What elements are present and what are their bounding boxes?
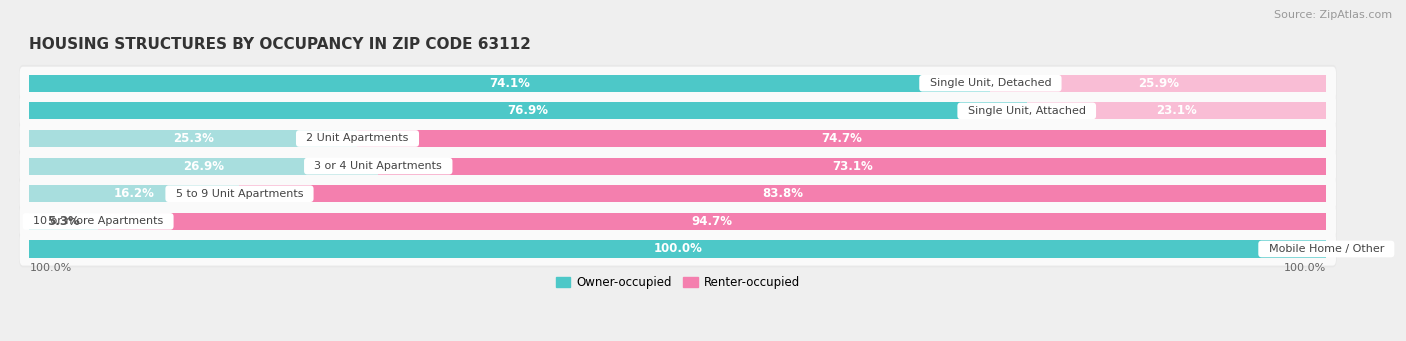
Bar [357,130,1326,147]
Bar [30,130,357,147]
Text: 74.1%: 74.1% [489,77,530,90]
Bar [239,185,1326,202]
Bar [30,75,990,92]
Text: 10 or more Apartments: 10 or more Apartments [25,216,170,226]
FancyBboxPatch shape [20,120,1337,157]
Bar [30,240,1326,257]
Text: 16.2%: 16.2% [114,187,155,200]
Text: 23.1%: 23.1% [1156,104,1197,117]
FancyBboxPatch shape [20,233,1336,266]
FancyBboxPatch shape [20,175,1337,212]
Text: 73.1%: 73.1% [832,160,873,173]
FancyBboxPatch shape [20,203,1337,240]
Text: HOUSING STRUCTURES BY OCCUPANCY IN ZIP CODE 63112: HOUSING STRUCTURES BY OCCUPANCY IN ZIP C… [30,38,531,53]
FancyBboxPatch shape [20,205,1336,238]
Text: 100.0%: 100.0% [30,263,72,273]
FancyBboxPatch shape [20,148,1337,184]
Text: 74.7%: 74.7% [821,132,862,145]
Text: Single Unit, Attached: Single Unit, Attached [960,106,1092,116]
Text: 100.0%: 100.0% [1284,263,1326,273]
FancyBboxPatch shape [20,67,1336,100]
Bar [378,158,1326,175]
Text: Single Unit, Detached: Single Unit, Detached [922,78,1059,88]
FancyBboxPatch shape [20,231,1337,267]
Text: 25.9%: 25.9% [1137,77,1178,90]
Text: 5 to 9 Unit Apartments: 5 to 9 Unit Apartments [169,189,311,199]
FancyBboxPatch shape [20,65,1337,102]
FancyBboxPatch shape [20,177,1336,210]
Text: 26.9%: 26.9% [183,160,225,173]
FancyBboxPatch shape [20,92,1337,129]
Bar [30,102,1026,119]
Bar [30,185,239,202]
FancyBboxPatch shape [20,94,1336,128]
Text: Source: ZipAtlas.com: Source: ZipAtlas.com [1274,10,1392,20]
Bar [98,213,1326,230]
Text: 94.7%: 94.7% [692,215,733,228]
Text: 83.8%: 83.8% [762,187,803,200]
Text: 5.3%: 5.3% [48,215,80,228]
Bar [30,158,378,175]
Text: Mobile Home / Other: Mobile Home / Other [1261,244,1391,254]
Bar [1026,102,1326,119]
Text: 100.0%: 100.0% [654,242,702,255]
Text: 25.3%: 25.3% [173,132,214,145]
FancyBboxPatch shape [20,122,1336,155]
Text: 2 Unit Apartments: 2 Unit Apartments [299,133,416,144]
Text: 3 or 4 Unit Apartments: 3 or 4 Unit Apartments [308,161,449,171]
FancyBboxPatch shape [20,150,1336,183]
Bar [30,213,98,230]
Bar [990,75,1326,92]
Legend: Owner-occupied, Renter-occupied: Owner-occupied, Renter-occupied [551,271,804,294]
Text: 76.9%: 76.9% [508,104,548,117]
